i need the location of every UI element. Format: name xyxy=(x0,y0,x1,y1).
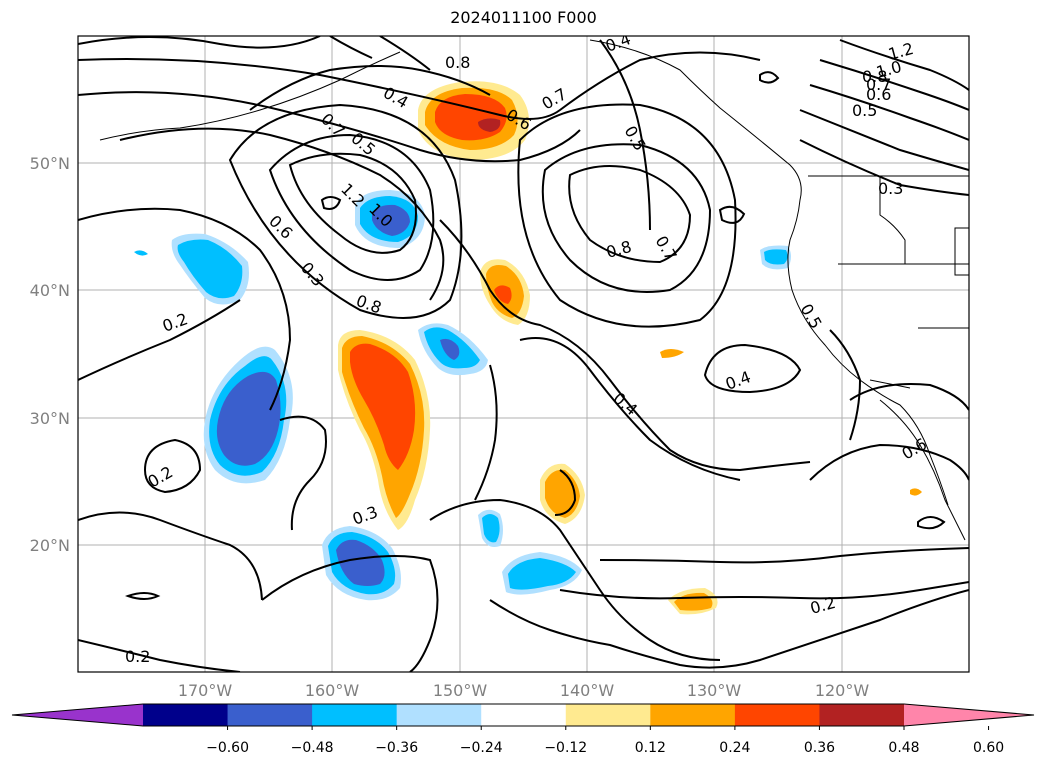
colorbar-tick-label: 0.36 xyxy=(804,740,835,756)
lon-label-160w: 160°W xyxy=(305,681,360,700)
contour-label: 0.2 xyxy=(125,647,150,666)
colorbar: −0.60 −0.48 −0.36 −0.24 −0.12 0.12 0.24 0.36 0.4… xyxy=(12,704,1034,756)
lat-label-20n: 20°N xyxy=(30,536,70,555)
colorbar-extend-high xyxy=(904,704,1034,726)
lon-label-140w: 140°W xyxy=(560,681,615,700)
colorbar-segment xyxy=(819,704,904,726)
colorbar-tick-label: −0.48 xyxy=(291,740,334,756)
longitude-axis: 170°W 160°W 150°W 140°W 130°W 120°W xyxy=(178,681,870,700)
colorbar-tick-label: −0.36 xyxy=(375,740,418,756)
contour-label: 0.8 xyxy=(445,53,470,72)
colorbar-segment xyxy=(143,704,228,726)
colorbar-segment xyxy=(228,704,313,726)
colorbar-segment xyxy=(566,704,651,726)
lat-label-50n: 50°N xyxy=(30,154,70,173)
lat-label-30n: 30°N xyxy=(30,409,70,428)
colorbar-segment xyxy=(312,704,397,726)
colorbar-tick-label: 0.48 xyxy=(888,740,919,756)
lon-label-150w: 150°W xyxy=(433,681,488,700)
colorbar-tick-label: 0.24 xyxy=(719,740,750,756)
contour-label: 0.3 xyxy=(878,179,903,198)
colorbar-segment xyxy=(481,704,566,726)
colorbar-segments xyxy=(12,704,1034,726)
colorbar-ticks: −0.60 −0.48 −0.36 −0.24 −0.12 0.12 0.24 0.36 0.4… xyxy=(206,726,1004,756)
colorbar-tick-label: −0.24 xyxy=(460,740,503,756)
latitude-axis: 50°N 40°N 30°N 20°N xyxy=(30,154,70,555)
lon-label-170w: 170°W xyxy=(178,681,233,700)
colorbar-tick-label: −0.60 xyxy=(206,740,249,756)
lat-label-40n: 40°N xyxy=(30,281,70,300)
map-panel: 0.8 0.4 0.6 0.7 0.4 1.2 1.0 0.8 0.7 0.6 … xyxy=(78,29,969,672)
colorbar-extend-low xyxy=(12,704,143,726)
colorbar-segment xyxy=(735,704,820,726)
colorbar-segment xyxy=(650,704,735,726)
colorbar-segment xyxy=(397,704,482,726)
colorbar-tick-label: 0.12 xyxy=(635,740,666,756)
colorbar-tick-label: −0.12 xyxy=(544,740,587,756)
contour-label: 0.7 xyxy=(866,75,891,94)
lon-label-120w: 120°W xyxy=(815,681,870,700)
colorbar-tick-label: 0.60 xyxy=(973,740,1004,756)
lon-label-130w: 130°W xyxy=(687,681,742,700)
